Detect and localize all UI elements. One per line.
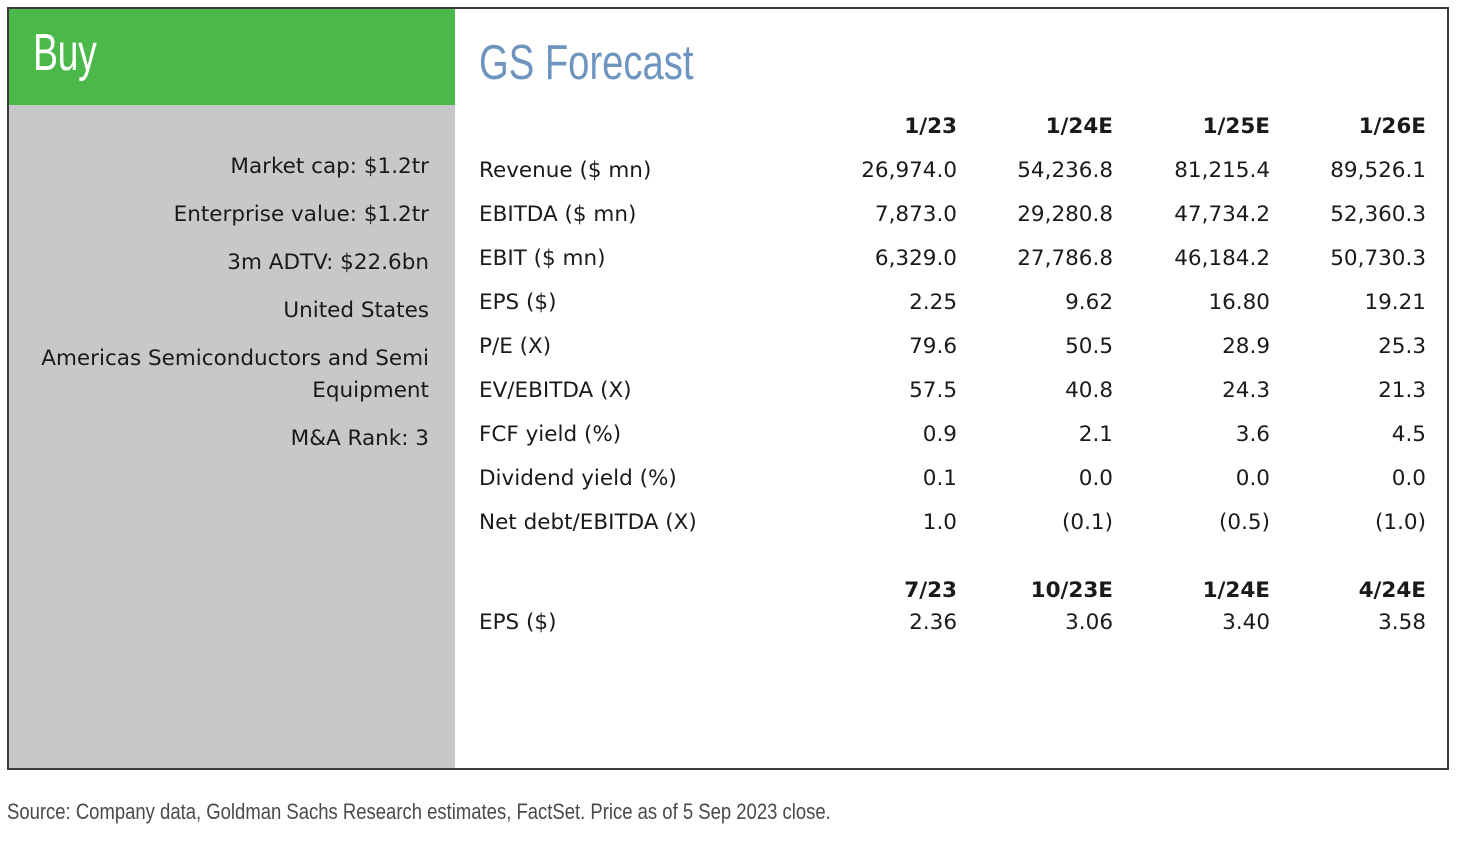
row-label: EBIT ($ mn)	[479, 246, 606, 271]
table-cell: 89,526.1	[1330, 158, 1426, 183]
table-cell: 54,236.8	[1017, 158, 1113, 183]
table-row: EBITDA ($ mn) 7,873.0 29,280.8 47,734.2 …	[479, 199, 1427, 231]
table-cell: 50.5	[1065, 334, 1113, 359]
table-row: Revenue ($ mn) 26,974.0 54,236.8 81,215.…	[479, 155, 1427, 187]
row-label: EBITDA ($ mn)	[479, 202, 637, 227]
table-cell: 3.6	[1235, 422, 1270, 447]
column-header: 1/26E	[1358, 114, 1426, 139]
table-cell: 52,360.3	[1330, 202, 1426, 227]
table-row: Dividend yield (%) 0.1 0.0 0.0 0.0	[479, 463, 1427, 495]
table-cell: 0.0	[1235, 466, 1270, 491]
table-cell: 0.0	[1391, 466, 1426, 491]
row-label: EPS ($)	[479, 610, 557, 635]
table-cell: (0.5)	[1219, 510, 1270, 535]
table-cell: 29,280.8	[1017, 202, 1113, 227]
report-card: Buy Market cap: $1.2tr Enterprise value:…	[7, 7, 1449, 770]
rating-banner: Buy	[9, 9, 455, 105]
company-info-list: Market cap: $1.2tr Enterprise value: $1.…	[29, 151, 429, 471]
table-cell: 3.06	[1065, 610, 1113, 635]
table-cell: 0.0	[1078, 466, 1113, 491]
table-cell: 27,786.8	[1017, 246, 1113, 271]
table-cell: 79.6	[909, 334, 957, 359]
table-cell: 16.80	[1208, 290, 1270, 315]
row-label: Net debt/EBITDA (X)	[479, 510, 697, 535]
table-cell: 57.5	[909, 378, 957, 403]
row-label: P/E (X)	[479, 334, 552, 359]
table-cell: 46,184.2	[1174, 246, 1270, 271]
annual-header-row: 1/23 1/24E 1/25E 1/26E	[479, 111, 1427, 143]
table-cell: 2.25	[909, 290, 957, 315]
table-cell: 40.8	[1065, 378, 1113, 403]
table-cell: (1.0)	[1375, 510, 1426, 535]
enterprise-value: Enterprise value: $1.2tr	[173, 202, 429, 227]
table-cell: 4.5	[1391, 422, 1426, 447]
table-cell: 50,730.3	[1330, 246, 1426, 271]
table-row: EV/EBITDA (X) 57.5 40.8 24.3 21.3	[479, 375, 1427, 407]
column-header: 1/24E	[1202, 578, 1270, 603]
row-label: FCF yield (%)	[479, 422, 622, 447]
table-row: EBIT ($ mn) 6,329.0 27,786.8 46,184.2 50…	[479, 243, 1427, 275]
table-cell: 28.9	[1222, 334, 1270, 359]
table-cell: (0.1)	[1062, 510, 1113, 535]
quarterly-header-row: 7/23 10/23E 1/24E 4/24E	[479, 575, 1427, 607]
rating-label: Buy	[33, 24, 97, 82]
table-cell: 26,974.0	[861, 158, 957, 183]
table-cell: 6,329.0	[874, 246, 957, 271]
table-cell: 47,734.2	[1174, 202, 1270, 227]
row-label: Revenue ($ mn)	[479, 158, 652, 183]
table-cell: 9.62	[1065, 290, 1113, 315]
forecast-title: GS Forecast	[479, 36, 694, 90]
ma-rank: M&A Rank: 3	[290, 426, 429, 451]
company-summary-panel: Buy Market cap: $1.2tr Enterprise value:…	[9, 9, 455, 768]
table-cell: 1.0	[922, 510, 957, 535]
source-note: Source: Company data, Goldman Sachs Rese…	[7, 799, 831, 824]
sector-coverage: Americas Semiconductors and Semi Equipme…	[41, 346, 429, 403]
country: United States	[283, 298, 429, 323]
table-cell: 24.3	[1222, 378, 1270, 403]
table-cell: 25.3	[1378, 334, 1426, 359]
table-row: P/E (X) 79.6 50.5 28.9 25.3	[479, 331, 1427, 363]
row-label: EPS ($)	[479, 290, 557, 315]
table-row: EPS ($) 2.25 9.62 16.80 19.21	[479, 287, 1427, 319]
row-label: Dividend yield (%)	[479, 466, 677, 491]
table-cell: 7,873.0	[874, 202, 957, 227]
column-header: 7/23	[904, 578, 957, 603]
column-header: 1/23	[904, 114, 957, 139]
table-cell: 0.9	[922, 422, 957, 447]
table-cell: 3.58	[1378, 610, 1426, 635]
table-cell: 81,215.4	[1174, 158, 1270, 183]
table-cell: 3.40	[1222, 610, 1270, 635]
table-row: Net debt/EBITDA (X) 1.0 (0.1) (0.5) (1.0…	[479, 507, 1427, 539]
table-row: FCF yield (%) 0.9 2.1 3.6 4.5	[479, 419, 1427, 451]
column-header: 4/24E	[1358, 578, 1426, 603]
column-header: 10/23E	[1030, 578, 1113, 603]
table-cell: 0.1	[922, 466, 957, 491]
column-header: 1/25E	[1202, 114, 1270, 139]
market-cap: Market cap: $1.2tr	[230, 154, 429, 179]
column-header: 1/24E	[1045, 114, 1113, 139]
adtv: 3m ADTV: $22.6bn	[227, 250, 429, 275]
table-row: EPS ($) 2.36 3.06 3.40 3.58	[479, 607, 1427, 639]
table-cell: 2.36	[909, 610, 957, 635]
row-label: EV/EBITDA (X)	[479, 378, 632, 403]
table-cell: 21.3	[1378, 378, 1426, 403]
table-cell: 2.1	[1078, 422, 1113, 447]
table-cell: 19.21	[1364, 290, 1426, 315]
